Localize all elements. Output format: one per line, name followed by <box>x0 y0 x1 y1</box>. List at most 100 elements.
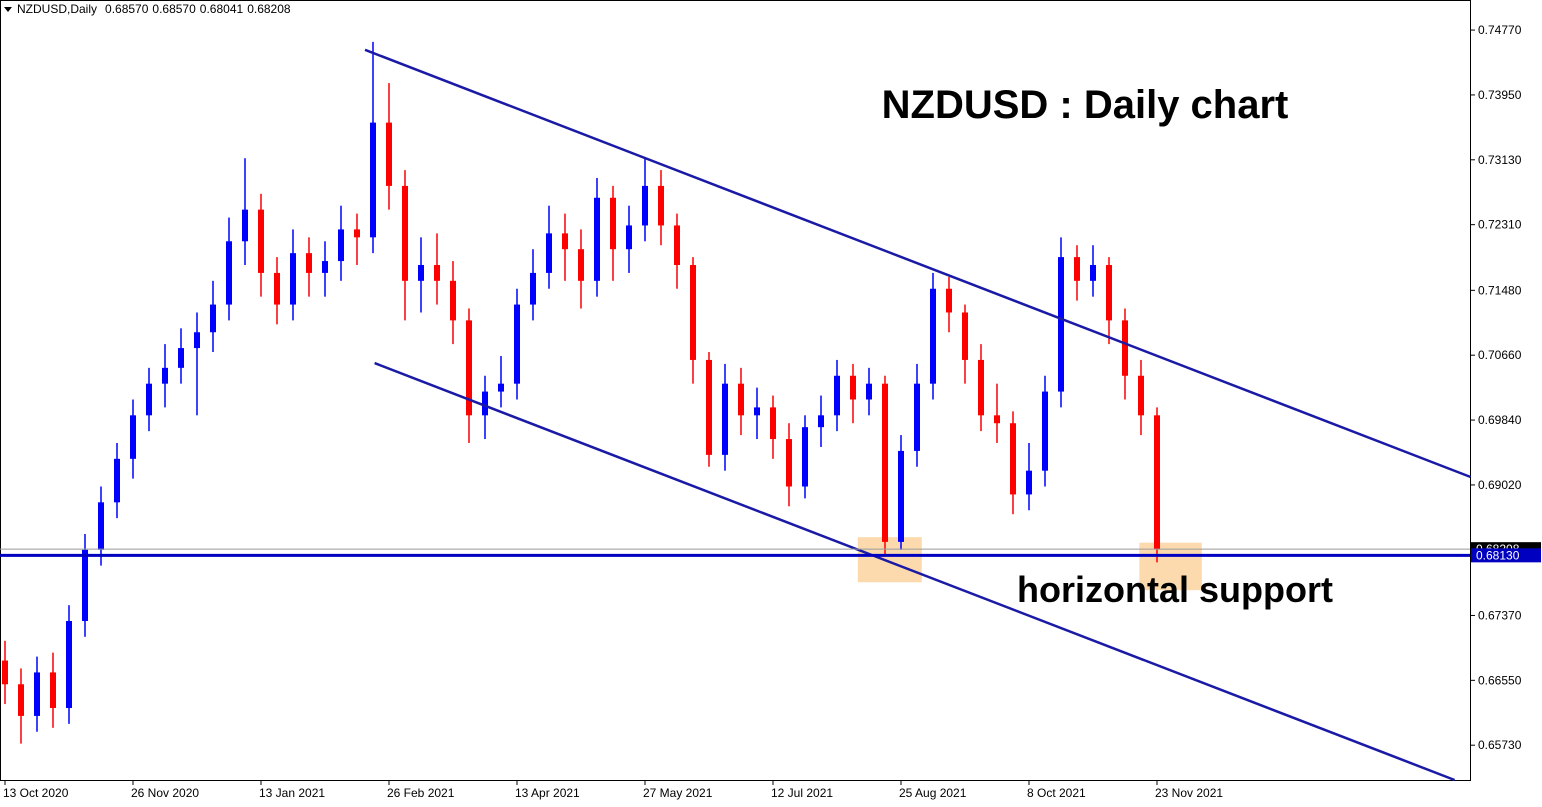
candle-body <box>402 185 408 281</box>
y-tick-label: 0.74770 <box>1478 23 1522 37</box>
candle-body <box>610 197 616 250</box>
candle-body <box>674 225 680 266</box>
candle-body <box>722 383 728 455</box>
ohlc-high: 0.68570 <box>152 2 196 16</box>
candle-body <box>498 383 504 392</box>
candle-body <box>290 253 296 305</box>
candle-body <box>866 383 872 400</box>
candle-body <box>754 407 760 416</box>
candle-body <box>1154 415 1160 550</box>
y-tick-label: 0.69020 <box>1478 478 1522 492</box>
candle-body <box>1138 375 1144 416</box>
candle-body <box>834 375 840 416</box>
candle-body <box>962 312 968 360</box>
x-tick-label: 26 Feb 2021 <box>387 786 455 800</box>
y-tick-label: 0.70660 <box>1478 348 1522 362</box>
candle-body <box>690 265 696 360</box>
x-tick-label: 12 Jul 2021 <box>771 786 833 800</box>
candle-body <box>882 383 888 542</box>
candle-body <box>466 320 472 416</box>
candle-body <box>626 225 632 250</box>
candle-body <box>1026 470 1032 495</box>
channel-line <box>364 48 1472 479</box>
x-tick-label: 23 Nov 2021 <box>1155 786 1223 800</box>
candle-body <box>1042 391 1048 471</box>
candle-body <box>34 672 40 716</box>
highlight-zone <box>857 537 922 583</box>
candle-body <box>994 415 1000 424</box>
candle-body <box>738 383 744 416</box>
candle-body <box>802 427 808 487</box>
channel-line <box>374 361 1456 782</box>
candle-body <box>818 415 824 428</box>
candle-body <box>178 348 184 368</box>
candle-body <box>578 249 584 281</box>
price-tag-label: 0.68130 <box>1476 548 1520 562</box>
candle-body <box>1058 257 1064 392</box>
candle-body <box>18 684 24 716</box>
candle-body <box>210 304 216 333</box>
candle-body <box>946 288 952 313</box>
candle-body <box>418 265 424 281</box>
candle-body <box>194 332 200 349</box>
candle-body <box>930 288 936 384</box>
candle-body <box>914 383 920 451</box>
x-tick-label: 25 Aug 2021 <box>899 786 967 800</box>
ohlc-low: 0.68041 <box>200 2 244 16</box>
x-tick-label: 13 Apr 2021 <box>515 786 580 800</box>
candle-body <box>386 122 392 186</box>
candle-body <box>2 660 8 685</box>
symbol: NZDUSD,Daily <box>17 2 97 16</box>
header: NZDUSD,Daily 0.68570 0.68570 0.68041 0.68208 <box>17 2 291 16</box>
candle-body <box>50 672 56 709</box>
candle-body <box>322 261 328 273</box>
candle-body <box>786 439 792 487</box>
candle-body <box>850 375 856 400</box>
y-tick-label: 0.69840 <box>1478 413 1522 427</box>
candle-body <box>338 229 344 262</box>
candle-body <box>98 502 104 550</box>
candle-body <box>434 265 440 281</box>
candle-body <box>978 359 984 416</box>
candle-body <box>370 122 376 238</box>
ohlc-open: 0.68570 <box>105 2 149 16</box>
candle-body <box>66 620 72 709</box>
candle-body <box>562 233 568 250</box>
candle-body <box>594 197 600 281</box>
y-tick-label: 0.73950 <box>1478 88 1522 102</box>
x-tick-label: 8 Oct 2021 <box>1027 786 1086 800</box>
x-tick-label: 26 Nov 2020 <box>131 786 199 800</box>
y-tick-label: 0.65730 <box>1478 738 1522 752</box>
candle-body <box>482 391 488 416</box>
candle-body <box>546 233 552 273</box>
annotation-title: NZDUSD : Daily chart <box>882 83 1289 127</box>
candle-body <box>658 185 664 226</box>
x-tick-label: 13 Jan 2021 <box>259 786 325 800</box>
candle-body <box>514 304 520 384</box>
y-tick-label: 0.73130 <box>1478 153 1522 167</box>
price-tag <box>1471 548 1541 563</box>
candle-body <box>130 415 136 459</box>
candle-body <box>354 229 360 238</box>
candle-body <box>1010 423 1016 495</box>
annotation-support: horizontal support <box>1017 569 1333 610</box>
candle-body <box>258 209 264 273</box>
candle-body <box>1090 265 1096 281</box>
plot-frame <box>0 0 1471 781</box>
x-tick-label: 13 Oct 2020 <box>3 786 69 800</box>
candle-body <box>1074 257 1080 281</box>
y-tick-label: 0.71480 <box>1478 283 1522 297</box>
candle-body <box>450 280 456 321</box>
candle-body <box>242 209 248 242</box>
candle-body <box>530 272 536 305</box>
x-tick-label: 27 May 2021 <box>643 786 713 800</box>
candle-body <box>306 253 312 273</box>
candle-body <box>162 367 168 384</box>
candle-body <box>274 272 280 305</box>
candle-body <box>1106 265 1112 321</box>
candle-body <box>82 549 88 621</box>
candle-body <box>1122 320 1128 376</box>
candle-body <box>706 359 712 455</box>
